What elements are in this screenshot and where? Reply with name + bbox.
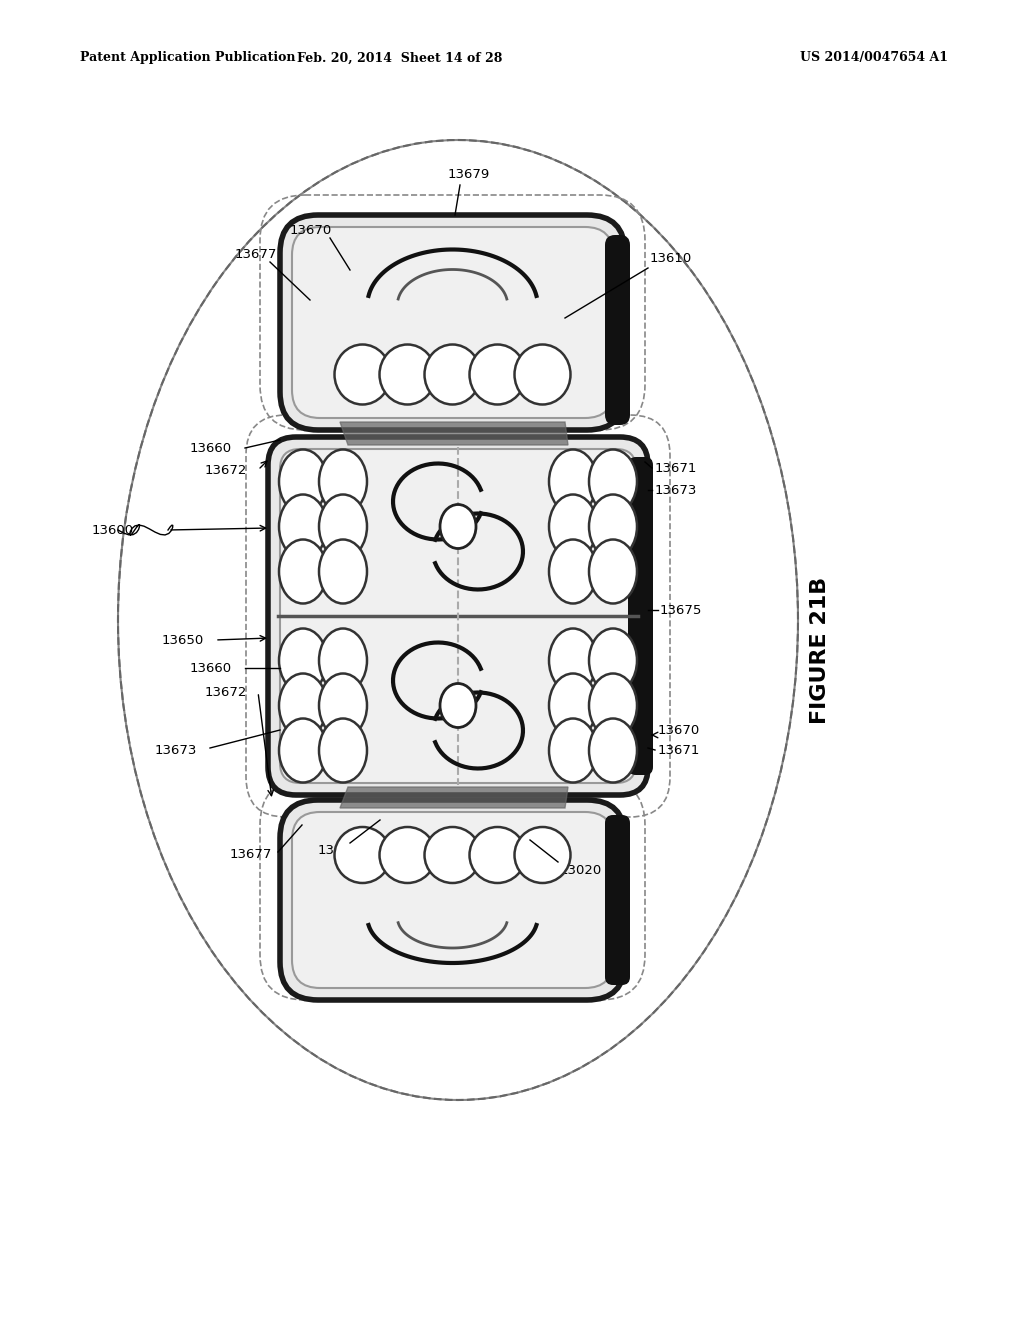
Ellipse shape bbox=[589, 495, 637, 558]
Text: 13673: 13673 bbox=[155, 743, 198, 756]
Ellipse shape bbox=[380, 828, 435, 883]
FancyBboxPatch shape bbox=[280, 800, 625, 1001]
Ellipse shape bbox=[549, 718, 597, 783]
Ellipse shape bbox=[589, 628, 637, 693]
FancyBboxPatch shape bbox=[292, 812, 613, 987]
Ellipse shape bbox=[549, 673, 597, 738]
Ellipse shape bbox=[469, 828, 525, 883]
Ellipse shape bbox=[319, 718, 367, 783]
Text: FIGURE 21B: FIGURE 21B bbox=[810, 577, 830, 723]
Text: 13020: 13020 bbox=[560, 863, 602, 876]
FancyBboxPatch shape bbox=[605, 814, 630, 985]
Text: 13600: 13600 bbox=[92, 524, 134, 536]
Ellipse shape bbox=[549, 495, 597, 558]
Text: Patent Application Publication: Patent Application Publication bbox=[80, 51, 296, 65]
Text: 13610: 13610 bbox=[650, 252, 692, 264]
Text: 13660: 13660 bbox=[190, 661, 232, 675]
Ellipse shape bbox=[279, 718, 327, 783]
Ellipse shape bbox=[319, 495, 367, 558]
Ellipse shape bbox=[469, 345, 525, 404]
Ellipse shape bbox=[279, 673, 327, 738]
FancyBboxPatch shape bbox=[280, 215, 625, 430]
Text: 13677: 13677 bbox=[234, 248, 278, 261]
Polygon shape bbox=[340, 787, 568, 808]
Ellipse shape bbox=[589, 450, 637, 513]
Ellipse shape bbox=[319, 673, 367, 738]
Ellipse shape bbox=[319, 540, 367, 603]
Ellipse shape bbox=[589, 540, 637, 603]
Text: 13679: 13679 bbox=[449, 169, 490, 181]
Text: 13670: 13670 bbox=[658, 723, 700, 737]
Text: 13675: 13675 bbox=[660, 603, 702, 616]
Text: 13672: 13672 bbox=[205, 463, 248, 477]
Text: 13677: 13677 bbox=[230, 849, 272, 862]
Ellipse shape bbox=[589, 673, 637, 738]
Ellipse shape bbox=[279, 628, 327, 693]
Ellipse shape bbox=[514, 828, 570, 883]
Ellipse shape bbox=[335, 345, 390, 404]
FancyBboxPatch shape bbox=[280, 449, 636, 783]
Text: 13673: 13673 bbox=[655, 483, 697, 496]
Text: 13670: 13670 bbox=[290, 223, 332, 236]
Ellipse shape bbox=[425, 828, 480, 883]
Text: US 2014/0047654 A1: US 2014/0047654 A1 bbox=[800, 51, 948, 65]
FancyBboxPatch shape bbox=[292, 227, 613, 418]
Ellipse shape bbox=[440, 684, 476, 727]
Text: 13679: 13679 bbox=[318, 843, 360, 857]
Ellipse shape bbox=[319, 450, 367, 513]
Polygon shape bbox=[340, 422, 568, 445]
FancyBboxPatch shape bbox=[268, 437, 648, 795]
Ellipse shape bbox=[335, 828, 390, 883]
Ellipse shape bbox=[440, 504, 476, 549]
Ellipse shape bbox=[589, 718, 637, 783]
Text: 13671: 13671 bbox=[658, 743, 700, 756]
Ellipse shape bbox=[425, 345, 480, 404]
Ellipse shape bbox=[549, 450, 597, 513]
Ellipse shape bbox=[549, 628, 597, 693]
Text: 13672: 13672 bbox=[205, 685, 248, 698]
Ellipse shape bbox=[279, 540, 327, 603]
FancyBboxPatch shape bbox=[605, 235, 630, 425]
Ellipse shape bbox=[549, 540, 597, 603]
Ellipse shape bbox=[279, 450, 327, 513]
Ellipse shape bbox=[279, 495, 327, 558]
Text: Feb. 20, 2014  Sheet 14 of 28: Feb. 20, 2014 Sheet 14 of 28 bbox=[297, 51, 503, 65]
Text: 13650: 13650 bbox=[162, 634, 204, 647]
Text: 13671: 13671 bbox=[655, 462, 697, 474]
Ellipse shape bbox=[319, 628, 367, 693]
Ellipse shape bbox=[514, 345, 570, 404]
FancyBboxPatch shape bbox=[628, 457, 653, 775]
Text: 13660: 13660 bbox=[190, 441, 232, 454]
Ellipse shape bbox=[380, 345, 435, 404]
